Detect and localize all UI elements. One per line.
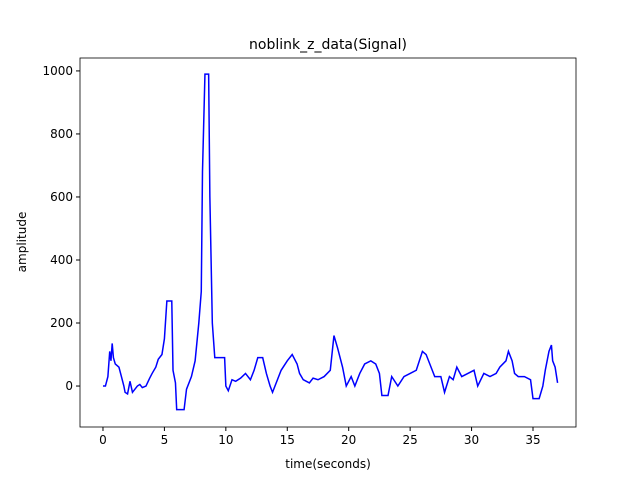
x-tick-label: 20 bbox=[341, 433, 356, 447]
y-axis-label: amplitude bbox=[15, 212, 29, 273]
x-tick-label: 30 bbox=[464, 433, 479, 447]
y-tick-label: 800 bbox=[50, 127, 73, 141]
y-tick-label: 400 bbox=[50, 253, 73, 267]
x-tick-label: 10 bbox=[218, 433, 233, 447]
x-tick-label: 15 bbox=[280, 433, 295, 447]
axes-frame bbox=[79, 57, 577, 428]
x-tick-label: 5 bbox=[161, 433, 169, 447]
line-series bbox=[102, 73, 559, 411]
chart-title: noblink_z_data(Signal) bbox=[249, 37, 407, 53]
x-tick-label: 25 bbox=[402, 433, 417, 447]
y-tick-label: 1000 bbox=[42, 64, 73, 78]
y-tick-label: 600 bbox=[50, 190, 73, 204]
plot: 0 5 10 15 20 25 30 35 0 200 400 600 800 1000 bbox=[42, 64, 559, 447]
x-axis-label: time(seconds) bbox=[285, 457, 371, 471]
x-tick-label: 35 bbox=[525, 433, 540, 447]
x-tick-label: 0 bbox=[99, 433, 107, 447]
y-tick-label: 0 bbox=[65, 379, 73, 393]
y-tick-label: 200 bbox=[50, 316, 73, 330]
